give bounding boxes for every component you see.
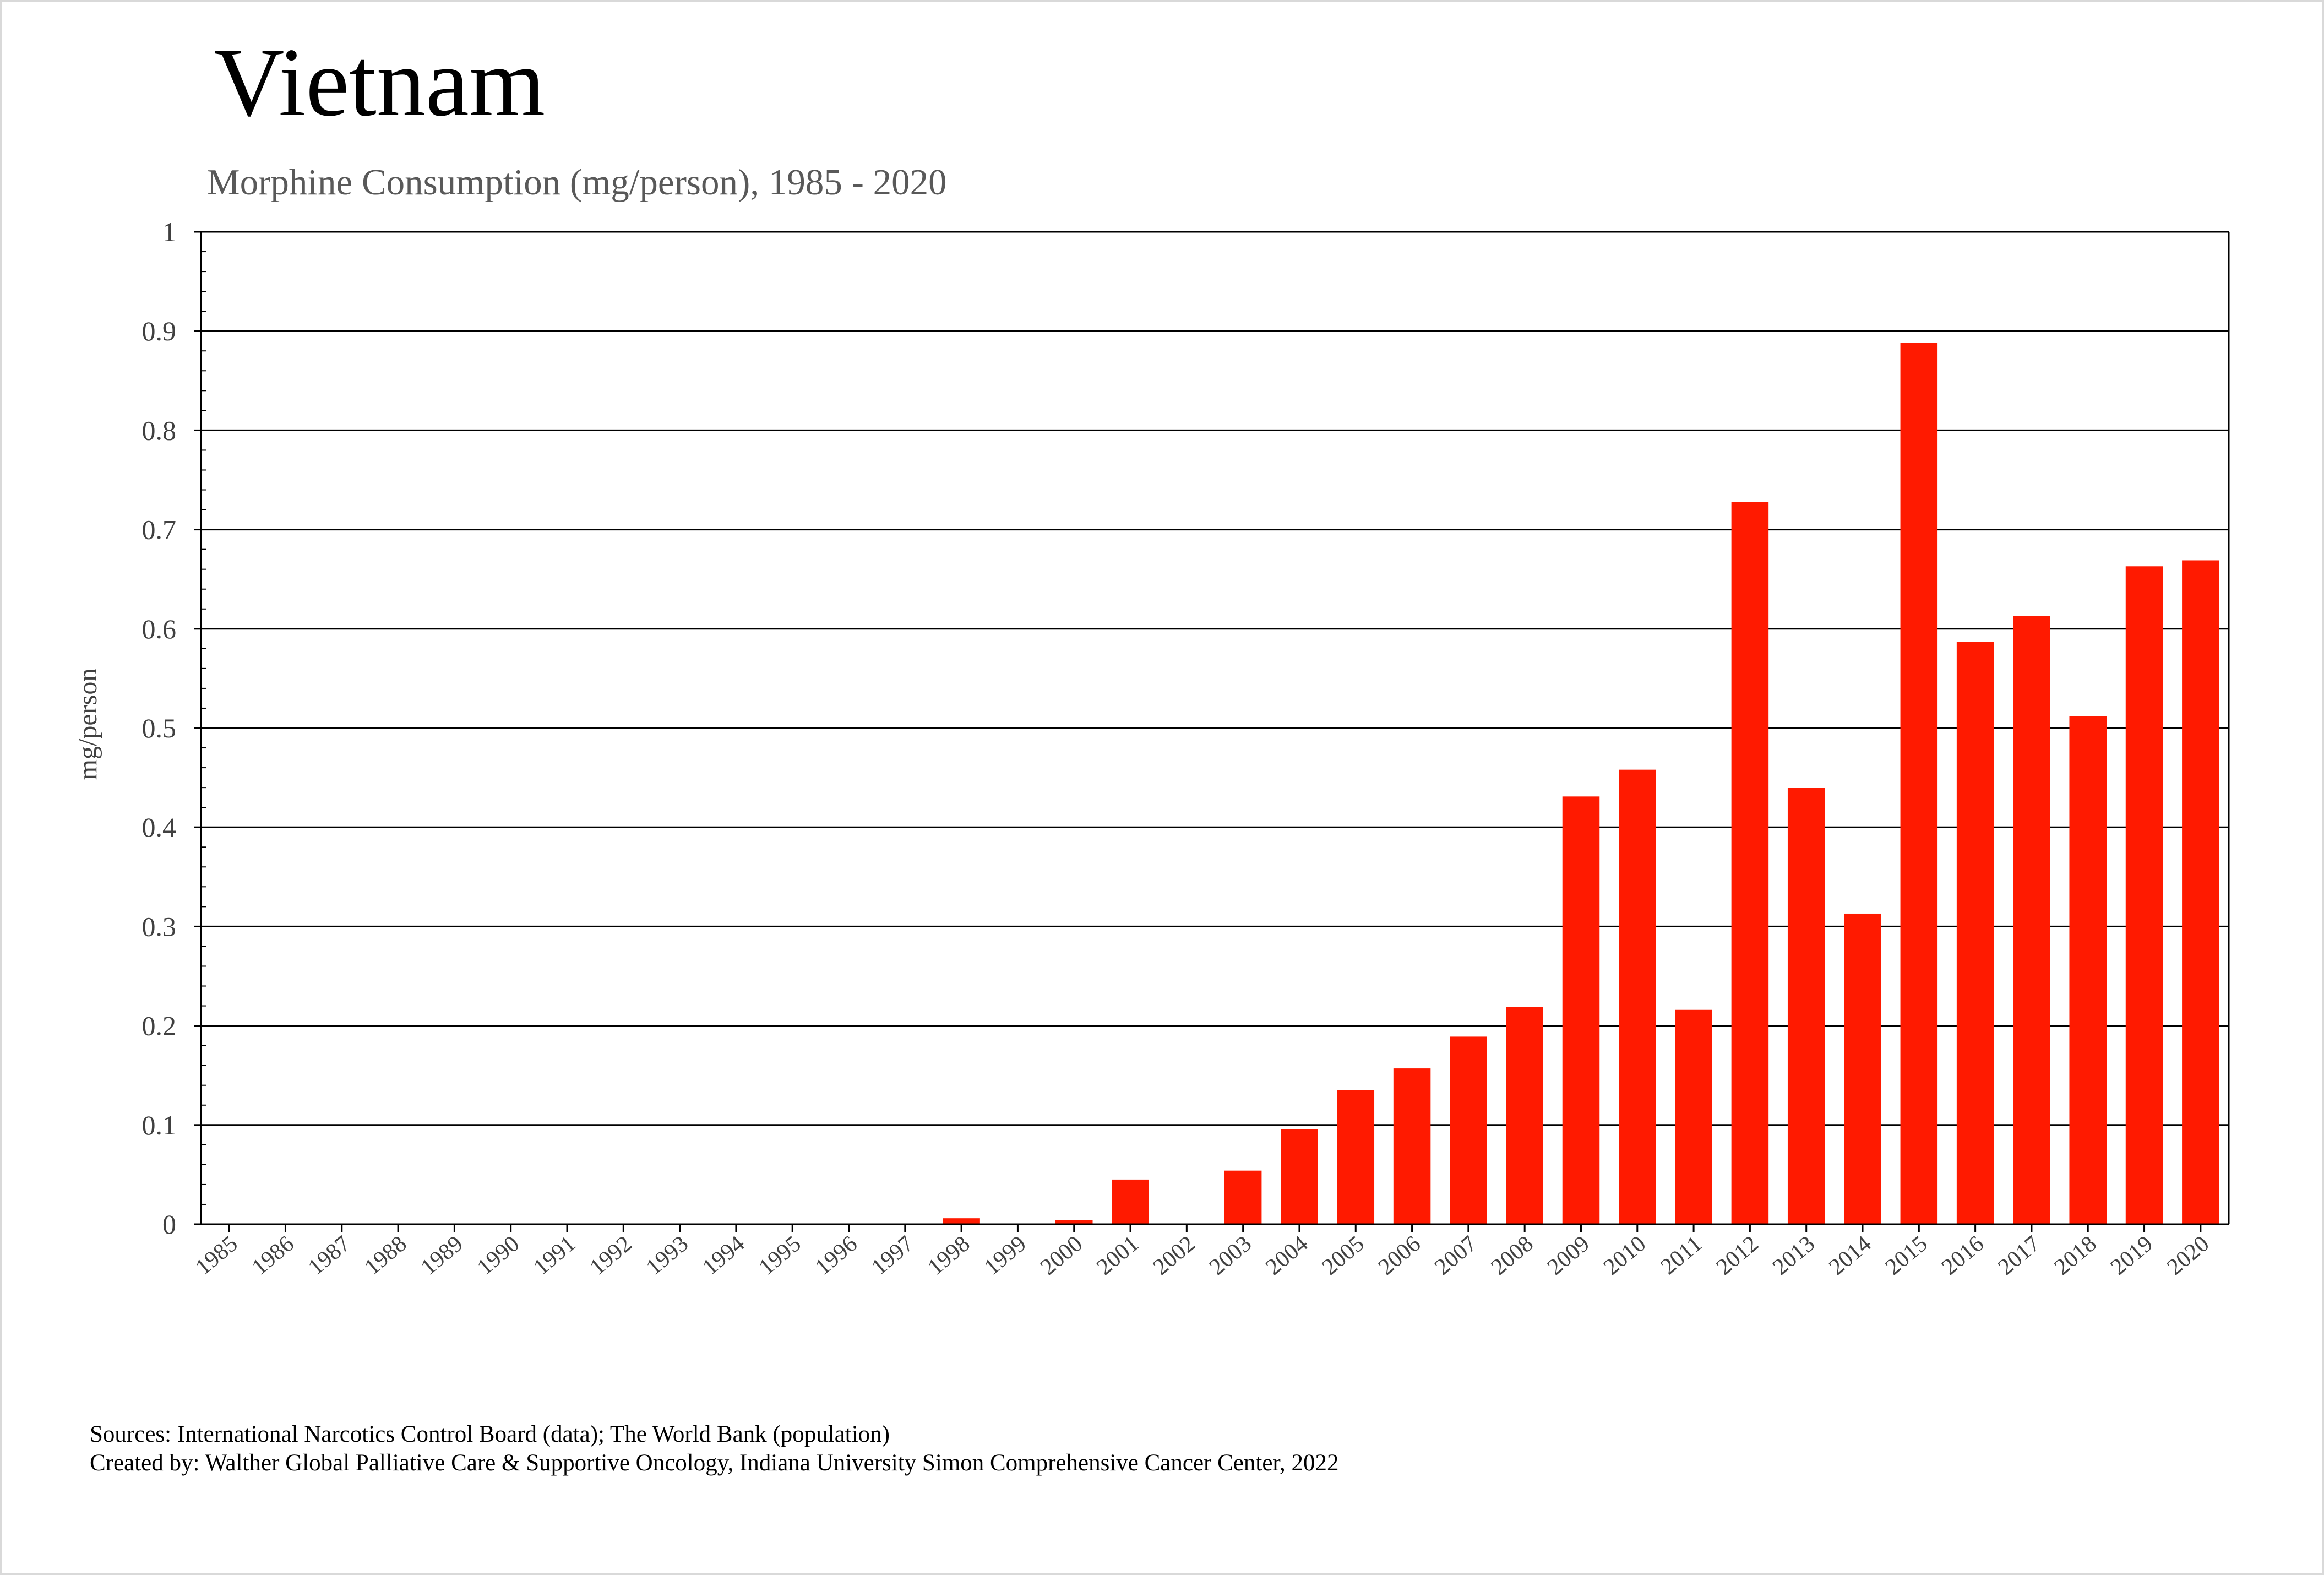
footer-sources: Sources: International Narcotics Control…: [90, 1421, 890, 1447]
bar-1998: [943, 1218, 980, 1224]
x-tick-label: 2001: [1092, 1231, 1144, 1280]
x-tick-label: 1988: [360, 1231, 412, 1280]
y-tick-label: 0.8: [142, 415, 177, 446]
bar-2014: [1844, 913, 1881, 1224]
x-tick-label: 1999: [979, 1231, 1031, 1280]
x-tick-label: 1996: [810, 1231, 862, 1280]
bar-2012: [1731, 502, 1769, 1224]
x-tick-labels: 1985 1986 1987 1988 1989 1990 1991 1992 1993 1994…: [191, 1231, 2214, 1280]
x-tick-label: 1992: [585, 1231, 637, 1280]
bar-2020: [2182, 560, 2219, 1225]
bar-2015: [1900, 343, 1938, 1224]
y-tick-label: 0.5: [142, 713, 177, 743]
x-tick-label: 1985: [191, 1231, 243, 1280]
x-tick-label: 2007: [1430, 1231, 1482, 1280]
x-tick-label: 2005: [1318, 1231, 1369, 1280]
x-tick-label: 2008: [1487, 1231, 1538, 1280]
x-tick-label: 1993: [641, 1231, 693, 1280]
x-tick-label: 1989: [416, 1231, 468, 1280]
bar-2016: [1956, 642, 1994, 1224]
y-tick-labels: 0 0.1 0.2 0.3 0.4 0.5 0.6 0.7 0.8 0.9 1: [142, 216, 177, 1240]
x-tick-label: 2017: [1993, 1231, 2045, 1280]
bar-2013: [1787, 788, 1825, 1224]
bar-2000: [1055, 1220, 1093, 1224]
y-tick-label: 0.3: [142, 911, 177, 942]
x-tick-label: 1997: [867, 1231, 918, 1280]
x-tick-label: 2012: [1712, 1231, 1764, 1280]
y-tick-label: 0.2: [142, 1011, 177, 1041]
x-tick-label: 2004: [1261, 1231, 1313, 1280]
bar-2007: [1450, 1036, 1487, 1224]
y-tick-label: 1: [162, 216, 176, 247]
x-tick-label: 2013: [1768, 1231, 1820, 1280]
y-tick-label: 0.1: [142, 1110, 177, 1140]
x-tick-label: 2010: [1599, 1231, 1651, 1280]
axes: [194, 231, 2230, 1232]
bar-2008: [1506, 1007, 1543, 1224]
y-axis-label: mg/person: [73, 669, 102, 780]
x-tick-label: 2015: [1881, 1231, 1933, 1280]
x-tick-label: 2018: [2050, 1231, 2102, 1280]
x-tick-label: 2020: [2162, 1231, 2214, 1280]
bar-2001: [1112, 1179, 1149, 1224]
bar-2010: [1619, 769, 1656, 1224]
x-tick-label: 2003: [1205, 1231, 1256, 1280]
y-tick-label: 0: [162, 1209, 176, 1240]
x-tick-label: 2002: [1149, 1231, 1200, 1280]
y-tick-label: 0.4: [142, 812, 177, 843]
bar-2005: [1337, 1090, 1375, 1224]
bar-2017: [2013, 616, 2050, 1224]
x-tick-label: 2014: [1825, 1231, 1876, 1280]
x-tick-label: 1998: [923, 1231, 975, 1280]
x-tick-label: 2000: [1036, 1231, 1087, 1280]
chart-subtitle: Morphine Consumption (mg/person), 1985 -…: [207, 162, 947, 203]
x-tick-label: 1994: [698, 1231, 749, 1280]
y-tick-label: 0.9: [142, 316, 177, 346]
bar-2018: [2069, 716, 2107, 1224]
chart-title: Vietnam: [214, 28, 546, 137]
y-tick-label: 0.6: [142, 613, 177, 644]
bar-2019: [2125, 566, 2163, 1224]
x-tick-label: 1991: [529, 1231, 580, 1280]
bar-2011: [1675, 1009, 1712, 1224]
bar-2004: [1281, 1129, 1318, 1224]
x-tick-label: 1987: [303, 1231, 355, 1280]
x-tick-label: 1986: [247, 1231, 299, 1280]
x-tick-label: 1990: [472, 1231, 524, 1280]
x-tick-label: 2011: [1656, 1231, 1707, 1279]
x-tick-label: 2006: [1374, 1231, 1425, 1280]
x-tick-label: 2009: [1543, 1231, 1594, 1280]
y-tick-label: 0.7: [142, 514, 177, 545]
bar-2006: [1393, 1068, 1431, 1224]
bar-2009: [1562, 796, 1600, 1224]
bars: [943, 343, 2219, 1225]
bar-2003: [1224, 1170, 1262, 1224]
x-tick-label: 2019: [2106, 1231, 2158, 1280]
x-tick-label: 1995: [754, 1231, 806, 1280]
x-tick-label: 2016: [1937, 1231, 1989, 1280]
footer-created: Created by: Walther Global Palliative Ca…: [90, 1450, 1339, 1476]
